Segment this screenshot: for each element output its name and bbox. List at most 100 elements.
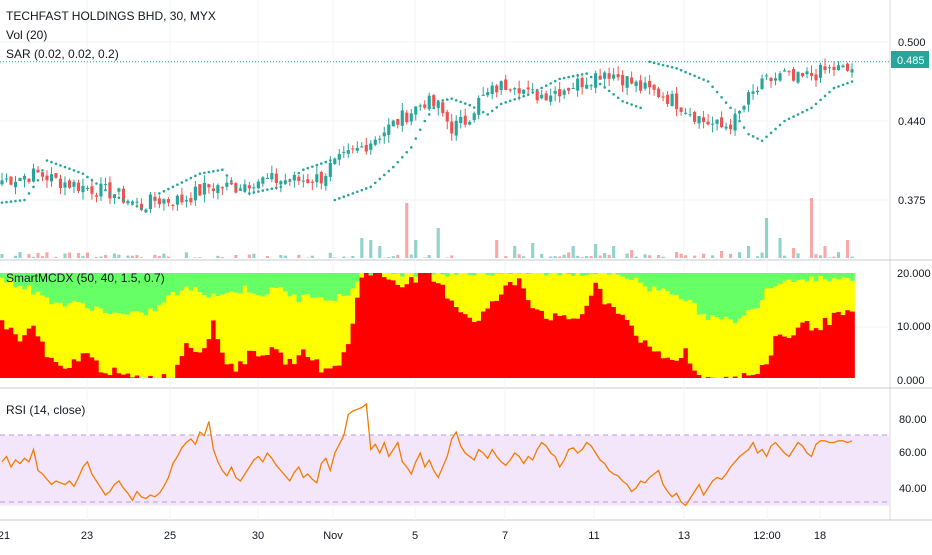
smartmcdx-yellow-bar — [112, 312, 117, 367]
sar-dot — [257, 190, 260, 193]
smartmcdx-yellow-bar — [742, 316, 747, 374]
candle-body — [572, 88, 575, 89]
volume-bar — [513, 246, 516, 258]
volume-bar — [644, 254, 647, 258]
smartmcdx-green-bar — [827, 273, 832, 282]
smartmcdx-red-bar — [54, 362, 59, 378]
smartmcdx-red-bar — [220, 353, 225, 378]
volume-bar — [603, 253, 606, 258]
smartmcdx-green-bar — [198, 273, 203, 292]
smartmcdx-yellow-bar — [382, 273, 387, 277]
sar-dot — [37, 179, 40, 182]
candle-body — [86, 188, 89, 189]
time-tick-label: 7 — [502, 530, 508, 542]
smartmcdx-green-bar — [724, 273, 729, 317]
smartmcdx-yellow-bar — [27, 285, 32, 328]
volume-bar — [81, 256, 84, 258]
smartmcdx-yellow-bar — [647, 291, 652, 346]
candle-body — [684, 113, 687, 114]
sar-dot — [91, 179, 94, 182]
candle-body — [504, 79, 507, 90]
sar-dot — [271, 187, 274, 190]
candle-body — [374, 140, 377, 145]
candle-body — [59, 179, 62, 188]
volume-bar — [351, 256, 354, 258]
sar-dot — [797, 113, 800, 116]
smartmcdx-yellow-bar — [670, 295, 675, 360]
smartmcdx-red-bar — [31, 326, 36, 378]
smartmcdx-yellow-bar — [126, 315, 131, 374]
smartmcdx-red-bar — [638, 343, 643, 378]
smartmcdx-green-bar — [261, 273, 266, 297]
smartmcdx-yellow-bar — [162, 302, 167, 374]
sar-dot — [608, 90, 611, 93]
smartmcdx-yellow-bar — [90, 311, 95, 357]
smartmcdx-yellow-bar — [324, 301, 329, 369]
volume-bar — [850, 257, 853, 258]
sar-dot — [495, 106, 498, 109]
smartmcdx-red-bar — [481, 312, 486, 378]
volume-bar — [648, 255, 651, 258]
sar-dot — [540, 87, 543, 90]
candle-body — [419, 105, 422, 106]
smartmcdx-yellow-bar — [441, 275, 446, 285]
smartmcdx-yellow-bar — [836, 279, 841, 312]
smartmcdx-yellow-bar — [211, 294, 216, 321]
volume-bar — [796, 253, 799, 258]
sar-dot — [572, 75, 575, 78]
smartmcdx-green-bar — [850, 273, 855, 281]
smartmcdx-red-bar — [499, 295, 504, 378]
smartmcdx-red-bar — [571, 318, 576, 378]
smartmcdx-green-bar — [351, 273, 356, 289]
sar-dot — [531, 91, 534, 94]
candle-body — [608, 73, 611, 79]
smartmcdx-pane[interactable] — [0, 273, 855, 378]
candle-body — [698, 116, 701, 123]
sar-dot — [477, 109, 480, 112]
price-pane[interactable] — [0, 58, 890, 258]
smartmcdx-red-bar — [315, 359, 320, 378]
smartmcdx-yellow-bar — [414, 277, 419, 283]
smartmcdx-green-bar — [701, 273, 706, 314]
smartmcdx-green-bar — [526, 273, 531, 274]
smartmcdx-yellow-bar — [539, 273, 544, 311]
smartmcdx-red-bar — [589, 296, 594, 378]
smartmcdx-yellow-bar — [607, 275, 612, 304]
smartmcdx-red-bar — [175, 365, 180, 378]
smartmcdx-red-bar — [337, 366, 342, 378]
sar-dot — [239, 188, 242, 191]
candle-body — [135, 202, 138, 203]
smartmcdx-label: SmartMCDX (50, 40, 1.5, 0.7) — [6, 271, 165, 285]
smartmcdx-green-bar — [193, 273, 198, 287]
volume-bar — [581, 257, 584, 258]
smartmcdx-green-bar — [175, 273, 180, 296]
smartmcdx-tick-label: 0.000 — [897, 375, 925, 387]
volume-bar — [360, 238, 363, 258]
smartmcdx-green-bar — [225, 273, 230, 293]
sar-dot — [64, 166, 67, 169]
smartmcdx-green-bar — [832, 273, 837, 278]
sar-dot — [172, 186, 175, 189]
sar-dot — [549, 82, 552, 85]
smartmcdx-green-bar — [566, 273, 571, 274]
smartmcdx-green-bar — [517, 273, 522, 274]
smartmcdx-red-bar — [207, 339, 212, 378]
volume-bar — [823, 246, 826, 258]
sar-dot — [738, 120, 741, 123]
sar-dot — [136, 205, 139, 208]
volume-bar — [747, 246, 750, 258]
smartmcdx-red-bar — [234, 372, 239, 378]
smartmcdx-red-bar — [274, 349, 279, 378]
smartmcdx-yellow-bar — [755, 308, 760, 374]
rsi-pane[interactable] — [0, 404, 890, 506]
smartmcdx-red-bar — [373, 273, 378, 378]
smartmcdx-red-bar — [796, 328, 801, 378]
smartmcdx-yellow-bar — [288, 296, 293, 359]
smartmcdx-red-bar — [103, 373, 108, 378]
sar-dot — [325, 161, 328, 164]
sar-dot — [280, 186, 283, 189]
candle-body — [45, 176, 48, 181]
smartmcdx-red-bar — [378, 273, 383, 378]
sar-dot — [612, 93, 615, 96]
candle-body — [180, 195, 183, 203]
